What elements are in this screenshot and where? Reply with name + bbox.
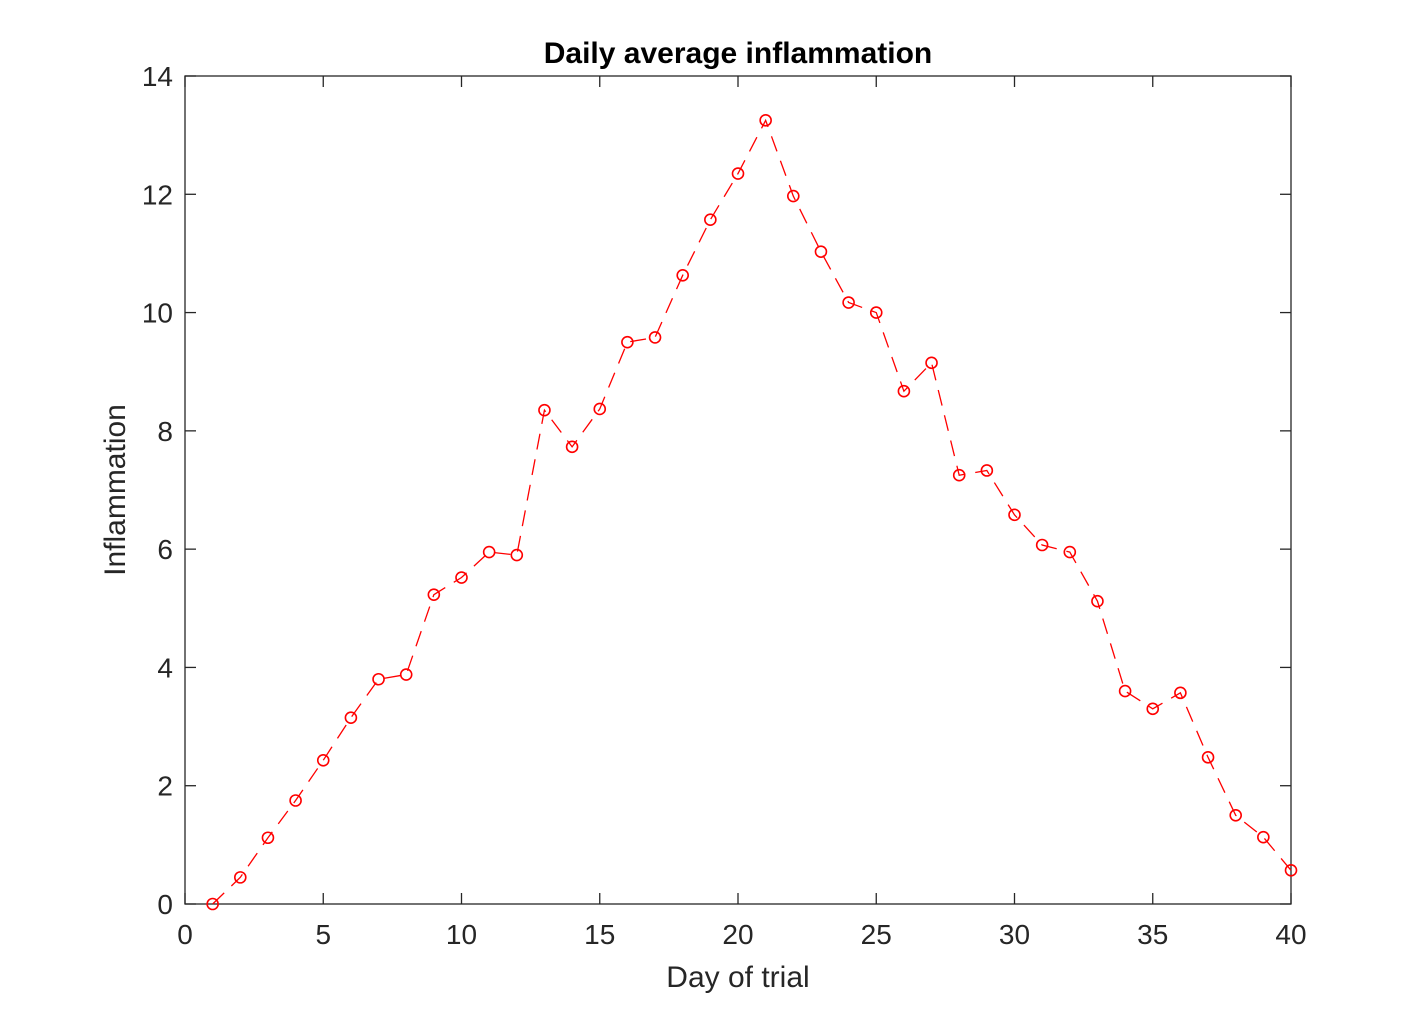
data-point: [814, 245, 828, 258]
x-tick-label: 5: [315, 919, 331, 950]
data-point: [676, 269, 690, 282]
data-point: [316, 753, 330, 767]
y-axis-label: Inflammation: [99, 404, 132, 576]
data-point: [234, 871, 247, 884]
x-tick-label: 25: [861, 919, 892, 950]
x-tick-label: 0: [177, 919, 193, 950]
data-point: [427, 588, 441, 601]
x-tick-label: 30: [999, 919, 1030, 950]
data-point: [399, 668, 413, 681]
x-axis-label: Day of trial: [666, 961, 809, 994]
data-point: [510, 548, 524, 562]
data-point: [455, 571, 468, 584]
data-point: [565, 440, 579, 454]
y-tick-label: 6: [157, 534, 173, 565]
data-point: [344, 711, 358, 725]
y-tick-label: 14: [142, 61, 173, 92]
x-tick-label: 40: [1275, 919, 1306, 950]
y-tick-label: 8: [157, 416, 173, 447]
data-point: [1201, 751, 1215, 764]
data-point: [1035, 538, 1049, 552]
data-point: [482, 545, 496, 559]
data-point: [621, 335, 634, 349]
data-point: [1146, 702, 1160, 716]
data-point: [206, 897, 219, 911]
data-point: [1257, 830, 1270, 844]
data-point: [731, 167, 745, 180]
data-point: [1174, 686, 1187, 700]
data-point: [704, 213, 717, 227]
data-point: [1118, 684, 1132, 698]
data-point: [593, 402, 607, 416]
series-line: [212, 118, 1292, 905]
data-point: [869, 306, 883, 319]
x-tick-label: 35: [1137, 919, 1168, 950]
data-point: [372, 672, 385, 686]
data-point: [759, 114, 772, 127]
data-point: [1229, 808, 1242, 822]
chart-title: Daily average inflammation: [544, 37, 932, 70]
y-tick-label: 12: [142, 179, 173, 210]
x-tick-label: 10: [446, 919, 477, 950]
axes-layer: 0 5 10 15 20 25 30 35 40 0 2 4 6 8 10 12 14: [142, 61, 1307, 950]
data-point: [980, 464, 994, 477]
x-tick-label: 15: [584, 919, 615, 950]
data-point: [1284, 863, 1298, 877]
y-tick-label: 2: [157, 771, 173, 802]
data-point: [1063, 545, 1077, 559]
data-point: [538, 403, 551, 417]
data-point: [1008, 508, 1021, 522]
data-point: [925, 356, 938, 370]
y-tick-label: 10: [142, 298, 173, 329]
y-tick-label: 4: [157, 652, 173, 683]
data-point: [261, 831, 275, 845]
data-point: [289, 794, 302, 807]
data-point: [1091, 594, 1104, 608]
series-layer: [206, 114, 1298, 911]
data-point: [648, 331, 662, 344]
y-tick-label: 0: [157, 889, 173, 920]
data-point: [786, 189, 800, 203]
x-tick-label: 20: [722, 919, 753, 950]
data-point: [842, 296, 855, 309]
data-point: [897, 384, 911, 398]
data-point: [952, 468, 966, 482]
